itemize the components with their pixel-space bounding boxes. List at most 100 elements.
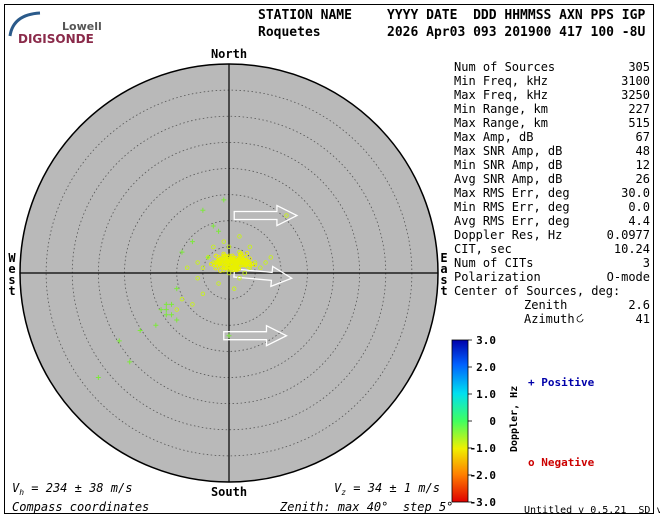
negative-point <box>195 275 200 281</box>
stat-value: 30.0 <box>621 186 650 200</box>
stat-label: Avg RMS Err, deg <box>454 214 570 228</box>
center-zenith-label: Zenith <box>524 298 567 312</box>
compass-south: South <box>211 485 247 499</box>
positive-point <box>137 327 143 333</box>
negative-point <box>205 255 211 260</box>
velocity-arrow <box>223 324 288 347</box>
positive-point <box>163 301 169 307</box>
stat-label: Polarization <box>454 270 541 284</box>
stat-value: 515 <box>628 116 650 130</box>
center-title: Center of Sources, deg: <box>454 284 620 298</box>
positive-point <box>210 223 216 229</box>
stat-label: Num of CITs <box>454 256 533 270</box>
velocity-arrows <box>223 204 299 347</box>
colorbar-tick-label: 0 <box>489 415 496 428</box>
negative-point <box>247 244 253 250</box>
stat-value: 3100 <box>621 74 650 88</box>
negative-point <box>174 307 179 312</box>
negative-point <box>239 253 244 259</box>
negative-point <box>233 261 238 266</box>
stat-label: CIT, sec <box>454 242 512 256</box>
positive-point <box>216 228 222 234</box>
logo-lowell-text: Lowell <box>62 20 102 33</box>
positive-point <box>163 312 169 318</box>
compass-letter: t <box>8 284 15 298</box>
compass-north: North <box>211 47 247 61</box>
stat-label: Max RMS Err, deg <box>454 186 570 200</box>
negative-point <box>222 260 228 265</box>
negative-point <box>231 265 237 271</box>
positive-point <box>226 333 232 339</box>
stat-label: Max SNR Amp, dB <box>454 144 562 158</box>
stat-label: Max Range, km <box>454 116 548 130</box>
echo-points <box>95 197 289 380</box>
negative-point <box>246 264 251 270</box>
doppler-colorbar: 3.0 2.0 1.0 0 -1.0 -2.0 -3.0 Doppler, Hz <box>451 334 520 509</box>
positive-point <box>158 307 164 313</box>
negative-point <box>179 296 185 302</box>
azimuth-arrow-icon <box>576 313 584 323</box>
negative-point <box>218 268 223 273</box>
stat-value: 48 <box>636 144 650 158</box>
compass-letter: W <box>8 251 16 265</box>
center-zenith-value: 2.6 <box>628 298 650 312</box>
vh-velocity: Vh = 234 ± 38 m/s <box>12 481 132 497</box>
stat-label: Min Freq, kHz <box>454 74 548 88</box>
colorbar-ticks: 3.0 2.0 1.0 0 -1.0 -2.0 -3.0 <box>468 334 496 509</box>
negative-point <box>227 253 232 259</box>
colorbar-gradient <box>451 339 469 503</box>
logo-digisonde-text: DIGISONDE <box>18 32 94 46</box>
stat-label: Doppler Res, Hz <box>454 228 562 242</box>
positive-point <box>174 286 180 292</box>
negative-point <box>211 244 216 250</box>
positive-point <box>95 375 101 380</box>
negative-point <box>237 234 242 239</box>
header-label-station: STATION NAME <box>258 8 352 23</box>
header-label-columns: YYYY DATE DDD HHMMSS AXN PPS IGP <box>387 8 645 23</box>
legend-positive: + Positive <box>528 376 595 389</box>
stat-label: Max Freq, kHz <box>454 88 548 102</box>
negative-point <box>216 281 221 286</box>
positive-point <box>116 338 122 344</box>
negative-point <box>218 263 223 269</box>
negative-point <box>243 262 248 267</box>
negative-point <box>242 270 247 276</box>
stats-panel: Num of Sources 305 Min Freq, kHz 3100 Max Fr… <box>454 60 650 284</box>
negative-point <box>284 213 289 218</box>
stat-label: Min RMS Err, deg <box>454 200 570 214</box>
zenith-scale-note: Zenith: max 40° step 5° <box>279 500 453 514</box>
compass-letter: s <box>8 273 15 287</box>
colorbar-tick-label: -1.0 <box>470 442 497 455</box>
stat-label: Min SNR Amp, dB <box>454 158 562 172</box>
stat-label: Max Amp, dB <box>454 130 533 144</box>
positive-point <box>174 317 180 323</box>
negative-point <box>252 262 258 268</box>
compass-letter: e <box>8 262 15 276</box>
legend-negative: o Negative <box>528 456 595 469</box>
polar-plot <box>19 63 439 483</box>
logo-swoosh <box>8 11 41 37</box>
negative-point <box>228 265 234 271</box>
colorbar-title: Doppler, Hz <box>509 386 520 452</box>
negative-point <box>227 258 232 264</box>
positive-point <box>169 312 175 318</box>
stat-label: Avg SNR Amp, dB <box>454 172 562 186</box>
velocity-arrow <box>233 265 294 288</box>
negative-point <box>208 261 214 267</box>
lowell-digisonde-logo: Lowell DIGISONDE <box>8 11 102 46</box>
negative-point <box>200 265 206 271</box>
negative-point <box>226 270 232 276</box>
stat-value: 0.0 <box>628 200 650 214</box>
negative-point <box>195 260 200 265</box>
colorbar-tick-label: 3.0 <box>476 334 496 347</box>
colorbar-tick-label: 2.0 <box>476 361 496 374</box>
negative-point <box>268 255 274 260</box>
negative-point <box>221 239 227 244</box>
colorbar-tick-label: 1.0 <box>476 388 496 401</box>
velocity-arrow <box>233 204 299 227</box>
stat-label: Num of Sources <box>454 60 555 74</box>
compass-letter: t <box>440 284 447 298</box>
compass-letter: E <box>440 251 447 265</box>
